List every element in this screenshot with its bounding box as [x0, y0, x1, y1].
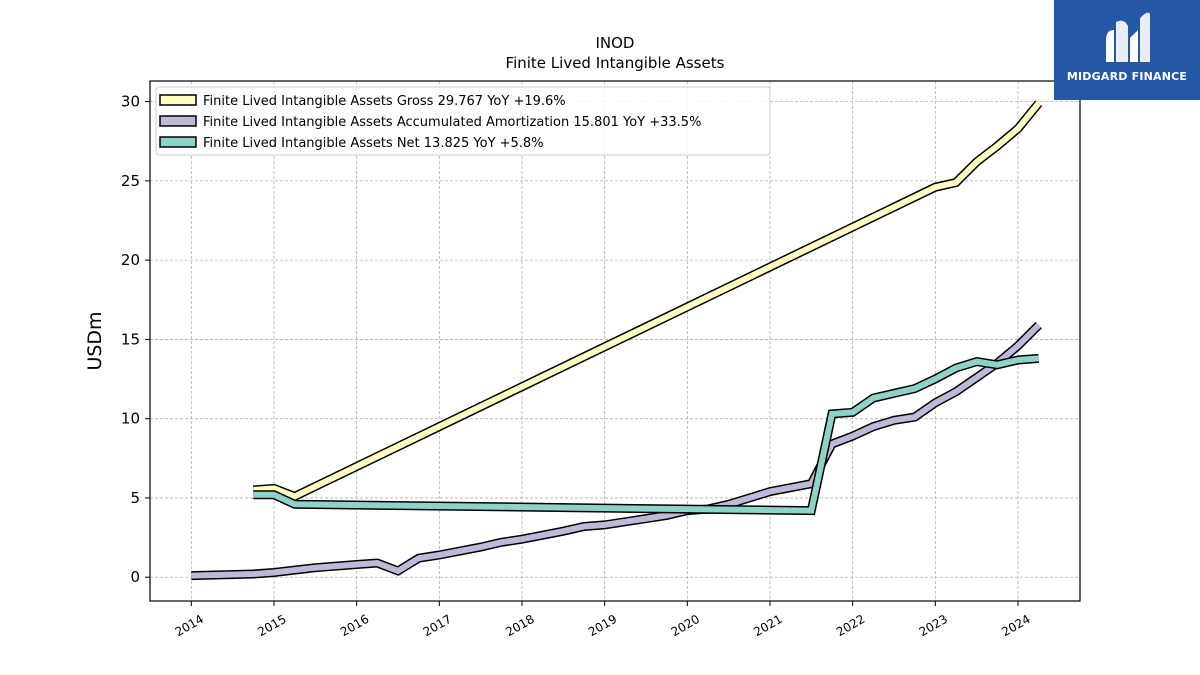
x-tick-label: 2020	[669, 612, 702, 639]
x-tick-label: 2017	[421, 612, 454, 639]
x-tick-label: 2022	[834, 612, 867, 639]
series-line-0	[253, 101, 1042, 500]
y-tick-label: 0	[130, 568, 140, 586]
legend-box	[155, 86, 771, 156]
series-outline-1	[191, 321, 1042, 581]
series-outline-0	[252, 100, 1043, 502]
x-tick-label: 2015	[255, 612, 288, 639]
plot-frame	[149, 80, 1081, 602]
midgard-logo: MIDGARD FINANCE	[1054, 0, 1200, 100]
chart-subtitle: Finite Lived Intangible Assets	[506, 54, 725, 72]
midgard-logo-icon	[1106, 12, 1150, 63]
y-tick-label: 20	[121, 251, 140, 269]
legend-swatch-1	[159, 115, 197, 127]
series-line-2	[253, 355, 1039, 514]
x-tick-label: 2016	[338, 612, 371, 639]
x-tick-label: 2023	[917, 612, 950, 639]
y-axis-label: USDm	[84, 311, 106, 370]
y-tick-label: 30	[121, 93, 140, 111]
x-tick-label: 2019	[586, 612, 619, 639]
logo-name: MIDGARD FINANCE	[1066, 70, 1188, 83]
series-layer	[191, 100, 1043, 581]
x-tick-label: 2014	[173, 612, 206, 639]
series-line-1	[191, 322, 1041, 579]
chart-title: INOD	[595, 34, 634, 52]
y-tick-label: 10	[121, 410, 140, 428]
legend: Finite Lived Intangible Assets Gross 29.…	[155, 86, 771, 156]
series-outline-2	[253, 353, 1040, 516]
x-tick-label: 2018	[503, 612, 536, 639]
y-tick-label: 5	[130, 489, 140, 507]
legend-label-0: Finite Lived Intangible Assets Gross 29.…	[203, 94, 566, 109]
legend-label-1: Finite Lived Intangible Assets Accumulat…	[203, 115, 701, 130]
y-axis: 0 5 10 15 20 25 30	[121, 93, 150, 586]
x-tick-label: 2024	[999, 612, 1032, 639]
y-tick-label: 25	[121, 172, 140, 190]
y-tick-label: 15	[121, 330, 140, 348]
x-axis: 2014 2015 2016 2017 2018 2019 2020 2021 2022 2023…	[173, 601, 1033, 639]
legend-label-2: Finite Lived Intangible Assets Net 13.82…	[203, 136, 544, 151]
legend-swatch-0	[159, 94, 197, 106]
x-tick-label: 2021	[751, 612, 784, 639]
legend-swatch-2	[159, 136, 197, 148]
